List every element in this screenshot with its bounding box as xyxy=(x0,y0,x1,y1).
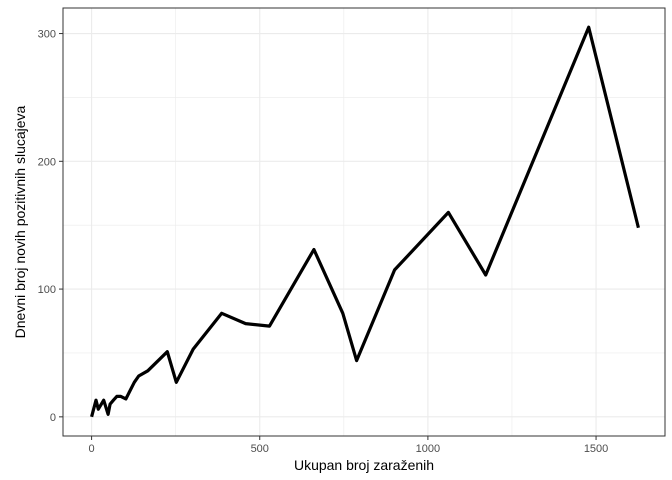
x-tick-label: 1500 xyxy=(584,443,608,455)
data-series xyxy=(90,25,640,418)
series-line xyxy=(90,25,640,418)
x-tick-label: 1000 xyxy=(416,443,440,455)
x-axis-title: Ukupan broj zaraženih xyxy=(294,457,434,473)
y-tick-label: 200 xyxy=(38,156,56,168)
x-tick-label: 500 xyxy=(251,443,269,455)
axis-ticks: 0 500 1000 1500 0 100 200 300 xyxy=(38,29,609,455)
y-tick-label: 100 xyxy=(38,284,56,296)
panel-border xyxy=(62,7,666,437)
y-tick-label: 0 xyxy=(50,412,56,424)
x-tick-label: 0 xyxy=(89,443,95,455)
y-tick-label: 300 xyxy=(38,29,56,41)
y-axis-title: Dnevni broj novih pozitivnih slucajeva xyxy=(12,105,28,338)
grid-lines xyxy=(63,8,665,436)
